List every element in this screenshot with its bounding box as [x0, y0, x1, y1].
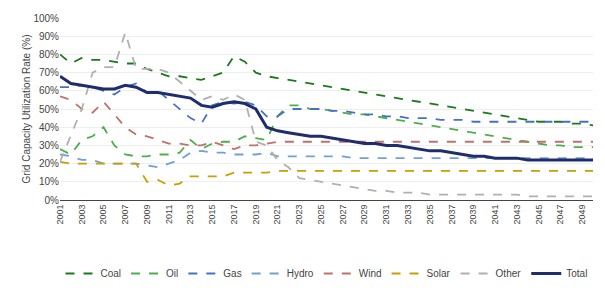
svg-text:Other: Other	[496, 268, 522, 279]
svg-text:50%: 50%	[39, 104, 59, 115]
svg-text:Oil: Oil	[166, 268, 178, 279]
svg-text:2045: 2045	[534, 205, 544, 225]
svg-text:2019: 2019	[251, 205, 261, 225]
svg-text:80%: 80%	[39, 49, 59, 60]
svg-text:Solar: Solar	[427, 268, 451, 279]
svg-text:Total: Total	[566, 268, 587, 279]
svg-text:2049: 2049	[577, 205, 587, 225]
svg-text:2043: 2043	[512, 205, 522, 225]
svg-text:2033: 2033	[403, 205, 413, 225]
svg-text:2037: 2037	[447, 205, 457, 225]
svg-text:2011: 2011	[164, 205, 174, 224]
svg-text:20%: 20%	[39, 158, 59, 169]
svg-text:Wind: Wind	[359, 268, 382, 279]
svg-text:2023: 2023	[294, 205, 304, 225]
svg-text:10%: 10%	[39, 176, 59, 187]
svg-text:0%: 0%	[45, 195, 60, 206]
svg-text:2041: 2041	[490, 205, 500, 225]
svg-text:70%: 70%	[39, 67, 59, 78]
svg-text:2017: 2017	[229, 205, 239, 225]
svg-text:2007: 2007	[120, 205, 130, 225]
svg-text:Hydro: Hydro	[287, 268, 314, 279]
svg-text:2009: 2009	[142, 205, 152, 225]
svg-text:2013: 2013	[185, 205, 195, 225]
svg-text:90%: 90%	[39, 31, 59, 42]
svg-text:2029: 2029	[359, 205, 369, 225]
svg-text:Gas: Gas	[223, 268, 241, 279]
svg-text:2031: 2031	[381, 205, 391, 225]
svg-text:100%: 100%	[33, 13, 59, 24]
svg-text:2003: 2003	[77, 205, 87, 225]
svg-text:2035: 2035	[425, 205, 435, 225]
svg-text:40%: 40%	[39, 122, 59, 133]
svg-text:2047: 2047	[555, 205, 565, 225]
svg-text:Grid Capacity Utilization Rate: Grid Capacity Utilization Rate (%)	[21, 35, 32, 184]
svg-text:2027: 2027	[338, 205, 348, 225]
svg-text:2021: 2021	[272, 205, 282, 225]
svg-text:2005: 2005	[98, 205, 108, 225]
svg-text:60%: 60%	[39, 85, 59, 96]
svg-text:2025: 2025	[316, 205, 326, 225]
svg-text:2015: 2015	[207, 205, 217, 225]
svg-text:2001: 2001	[55, 205, 65, 225]
svg-text:Coal: Coal	[101, 268, 122, 279]
svg-text:2039: 2039	[468, 205, 478, 225]
svg-text:30%: 30%	[39, 140, 59, 151]
